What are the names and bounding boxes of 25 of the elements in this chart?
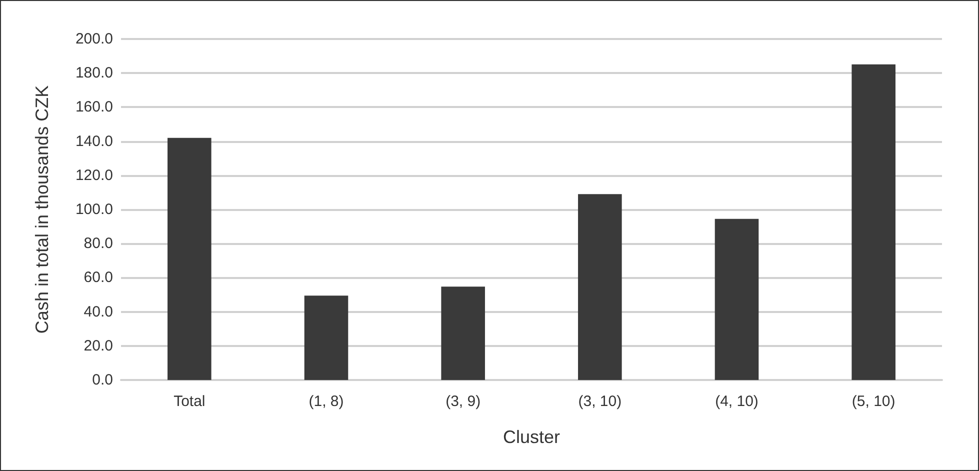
x-tick-label: (4, 10)	[715, 393, 758, 410]
x-axis-title: Cluster	[502, 427, 560, 447]
bar	[714, 218, 759, 380]
y-tick-label: 0.0	[92, 372, 113, 388]
x-tick-label: (3, 10)	[578, 393, 622, 410]
bar	[304, 296, 348, 380]
y-axis-title: Cash in total in thousands CZK	[32, 85, 52, 334]
y-tick-label: 180.0	[75, 64, 113, 82]
x-tick-label: (3, 9)	[446, 393, 481, 410]
bar	[578, 194, 622, 380]
y-tick-label: 140.0	[75, 132, 113, 150]
y-tick-label: 60.0	[84, 269, 113, 286]
x-tick-label: (1, 8)	[308, 393, 344, 410]
x-tick-label: Total	[174, 393, 206, 410]
y-tick-label: 40.0	[84, 303, 113, 320]
y-tick-label: 20.0	[84, 337, 113, 354]
y-tick-label: 120.0	[75, 166, 113, 184]
y-tick-label: 80.0	[84, 235, 113, 252]
y-tick-label: 160.0	[75, 98, 113, 116]
bar	[852, 64, 896, 380]
x-tick-label: (5, 10)	[852, 393, 896, 410]
y-tick-label: 100.0	[75, 201, 113, 218]
y-tick-label: 200.0	[75, 30, 113, 48]
bar	[441, 286, 485, 380]
bar	[168, 138, 212, 380]
